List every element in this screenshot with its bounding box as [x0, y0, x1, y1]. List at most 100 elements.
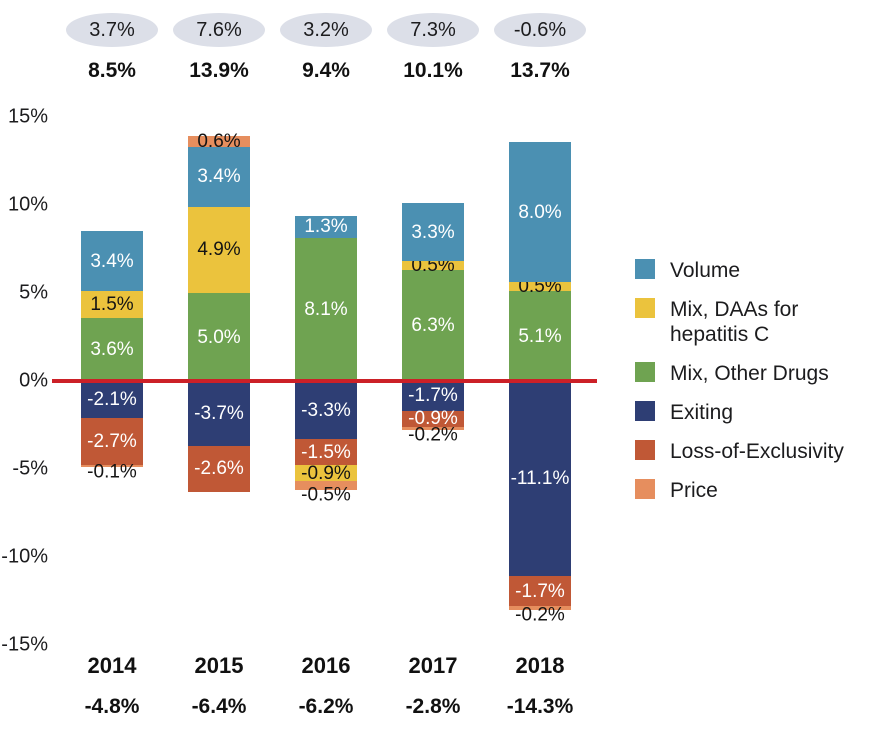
- bar-segment-loe: -2.6%: [188, 446, 250, 492]
- bar-segment-mix_other: 5.1%: [509, 291, 571, 381]
- segment-value-label: 3.3%: [411, 221, 455, 243]
- negative-total-label: -4.8%: [84, 695, 140, 718]
- net-change-badge: 3.7%: [66, 13, 158, 47]
- segment-value-label: 0.6%: [197, 131, 241, 153]
- segment-value-label: 3.6%: [90, 338, 134, 360]
- bar-segment-volume: 3.4%: [81, 231, 143, 292]
- segment-value-label: 4.9%: [197, 239, 241, 261]
- bar-segment-exiting: -1.7%: [402, 381, 464, 411]
- legend-swatch-mix_other: [635, 362, 655, 382]
- segment-value-label: 5.0%: [197, 326, 241, 348]
- segment-value-label: 3.4%: [90, 250, 134, 272]
- y-axis-tick-label: -10%: [1, 545, 48, 568]
- bar-segment-loe: -2.7%: [81, 417, 143, 466]
- negative-total-label: -2.8%: [405, 695, 461, 718]
- positive-total-label: 9.4%: [302, 59, 350, 82]
- bar-segment-mix_daa: 0.5%: [402, 256, 464, 275]
- bar-segment-mix_daa: 1.5%: [81, 291, 143, 318]
- segment-value-label: -2.7%: [87, 431, 137, 453]
- segment-value-label-outside: -0.1%: [87, 461, 137, 483]
- segment-value-label: -1.7%: [408, 385, 458, 407]
- legend-item-exiting: Exiting: [635, 400, 870, 425]
- segment-value-label: -2.6%: [194, 458, 244, 480]
- y-axis-tick-label: 10%: [7, 193, 48, 216]
- positive-total-label: 8.5%: [88, 59, 136, 82]
- bar-segment-price: 0.6%: [188, 132, 250, 151]
- bar-segment-price: [81, 465, 143, 468]
- zero-baseline: [52, 379, 597, 383]
- bar-segment-loe: -0.9%: [402, 408, 464, 430]
- net-change-badge: 3.2%: [280, 13, 372, 47]
- segment-value-label: 1.5%: [90, 293, 134, 315]
- segment-value-label: -11.1%: [510, 468, 570, 490]
- legend: Volume Mix, DAAs for hepatitis C Mix, Othe…: [635, 258, 870, 503]
- negative-total-label: -14.3%: [506, 695, 574, 718]
- bar-segment-exiting: -3.3%: [295, 381, 357, 440]
- year-label: 2015: [194, 653, 244, 678]
- year-label: 2017: [408, 653, 458, 678]
- legend-item-mix_other: Mix, Other Drugs: [635, 361, 870, 386]
- segment-value-label: 3.4%: [197, 166, 241, 188]
- y-axis-tick-label: 5%: [19, 281, 48, 304]
- legend-label: Exiting: [670, 401, 734, 424]
- segment-value-label: 8.1%: [304, 299, 348, 321]
- bar-segment-mix_daa: 4.9%: [188, 206, 250, 293]
- bar-segment-exiting: -11.1%: [509, 381, 571, 577]
- legend-label: Mix, Other Drugs: [670, 362, 829, 385]
- segment-value-label-outside: -0.5%: [301, 484, 351, 506]
- bar-segment-mix_other: 6.3%: [402, 270, 464, 381]
- segment-value-label: -1.5%: [301, 441, 351, 463]
- bar-segment-volume: 1.3%: [295, 215, 357, 239]
- positive-total-label: 13.9%: [189, 59, 249, 82]
- segment-value-label: 8.0%: [518, 201, 562, 223]
- legend-swatch-exiting: [635, 401, 655, 421]
- bar-segment-exiting: -2.1%: [81, 381, 143, 418]
- negative-total-label: -6.4%: [191, 695, 247, 718]
- segment-value-label: 6.3%: [411, 315, 455, 337]
- segment-value-label-outside: -0.2%: [408, 424, 458, 446]
- year-label: 2018: [515, 653, 565, 678]
- legend-label: Volume: [670, 259, 741, 282]
- bar-segment-mix_other: 8.1%: [295, 238, 357, 381]
- legend-swatch-loe: [635, 440, 655, 460]
- segment-value-label: -3.7%: [194, 403, 244, 425]
- segment-value-label: -0.9%: [408, 408, 458, 430]
- year-label: 2014: [87, 653, 137, 678]
- legend-label: Price: [670, 479, 718, 502]
- legend-item-volume: Volume: [635, 258, 870, 283]
- legend-item-loe: Loss-of-Exclusivity: [635, 439, 870, 464]
- segment-value-label: -3.3%: [301, 399, 351, 421]
- bar-segment-loe: -1.7%: [509, 576, 571, 607]
- segment-value-label: -1.7%: [515, 580, 565, 602]
- bar-segment-volume: 3.3%: [402, 203, 464, 262]
- bar-segment-price: [509, 606, 571, 610]
- segment-value-label: -0.9%: [301, 462, 351, 484]
- y-axis-tick-label: -15%: [1, 633, 48, 656]
- bar-segment-exiting: -3.7%: [188, 381, 250, 447]
- negative-total-label: -6.2%: [298, 695, 354, 718]
- bar-segment-price: [402, 426, 464, 431]
- y-axis-tick-label: 0%: [19, 369, 48, 392]
- segment-value-label: 1.3%: [304, 216, 348, 238]
- bar-segment-mix_daa: 0.5%: [509, 277, 571, 296]
- bar-segment-mix_daa: -0.9%: [295, 462, 357, 484]
- segment-value-label-outside: -0.2%: [515, 604, 565, 626]
- bar-segment-mix_other: 5.0%: [188, 293, 250, 381]
- net-change-badge: 7.6%: [173, 13, 265, 47]
- y-axis-tick-label: -5%: [12, 457, 48, 480]
- legend-swatch-volume: [635, 259, 655, 279]
- bar-segment-mix_other: 3.6%: [81, 317, 143, 381]
- legend-swatch-mix_daa: [635, 298, 655, 318]
- legend-label: Mix, DAAs for hepatitis C: [670, 298, 799, 346]
- legend-item-mix_daa: Mix, DAAs for hepatitis C: [635, 297, 870, 347]
- positive-total-label: 13.7%: [510, 59, 570, 82]
- net-change-badge: -0.6%: [494, 13, 586, 47]
- segment-value-label: -2.1%: [87, 388, 137, 410]
- bar-segment-price: [295, 481, 357, 491]
- positive-total-label: 10.1%: [403, 59, 463, 82]
- legend-swatch-price: [635, 479, 655, 499]
- net-change-badge: 7.3%: [387, 13, 479, 47]
- legend-label: Loss-of-Exclusivity: [670, 440, 844, 463]
